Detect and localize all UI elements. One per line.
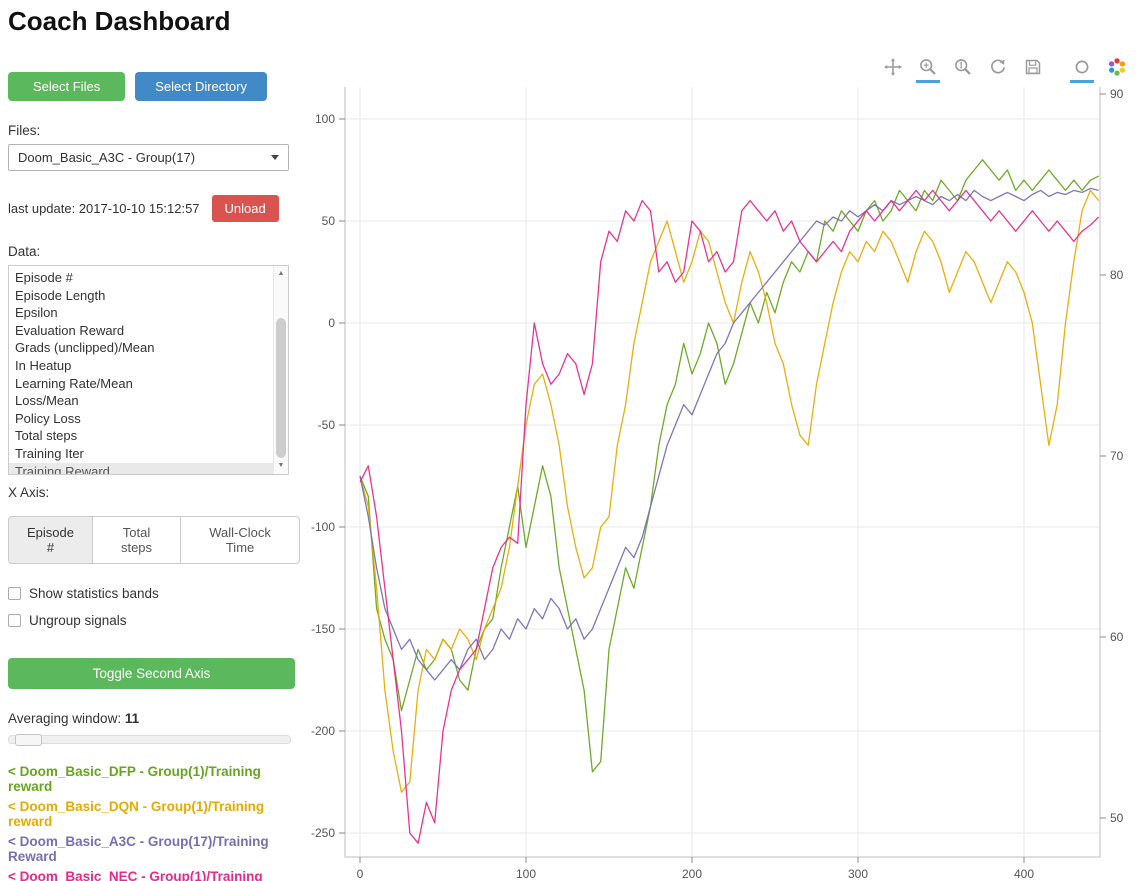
file-buttons-row: Select Files Select Directory [8, 72, 300, 101]
slider-thumb[interactable] [15, 734, 42, 746]
list-item[interactable]: Episode # [15, 270, 73, 285]
x-tick-label: 400 [1014, 867, 1034, 881]
data-label: Data: [8, 244, 41, 259]
averaging-window-value: 11 [124, 711, 140, 726]
files-dropdown[interactable]: Doom_Basic_A3C - Group(17) [8, 144, 289, 171]
x-axis-button-group: Episode # Total steps Wall-Clock Time [8, 516, 301, 564]
toggle-second-axis-button[interactable]: Toggle Second Axis [8, 658, 295, 689]
y2-tick-label: 90 [1110, 87, 1124, 101]
y-tick-label: -100 [311, 520, 335, 534]
ungroup-signals-row: Ungroup signals [8, 613, 300, 628]
legend-item[interactable]: < Doom_Basic_NEC - Group(1)/Training rew… [8, 869, 263, 881]
list-item[interactable]: Training Iter [15, 445, 84, 461]
unload-button[interactable]: Unload [211, 195, 279, 222]
legend-item[interactable]: < Doom_Basic_DQN - Group(1)/Training rew… [8, 799, 265, 829]
select-files-button[interactable]: Select Files [8, 72, 126, 101]
scroll-down-icon[interactable]: ▼ [277, 462, 285, 469]
scrollbar-thumb[interactable] [276, 318, 286, 458]
listbox-scrollbar[interactable]: ▲ ▼ [273, 266, 288, 474]
reset-icon[interactable] [987, 55, 1009, 79]
pan-icon[interactable] [882, 55, 904, 79]
signals-legend: < Doom_Basic_DFP - Group(1)/Training rew… [8, 764, 300, 881]
y-tick-label: -150 [311, 622, 335, 636]
wheel-zoom-icon[interactable] [952, 55, 974, 79]
chart-area: 100 50 0 -50 -100 -150 -200 -250 0 100 200 300 400 90… [300, 39, 1142, 881]
list-item[interactable]: Grads (unclipped)/Mean [15, 340, 155, 356]
y2-tick-label: 70 [1110, 449, 1124, 463]
x-tick-label: 200 [682, 867, 702, 881]
series-line-DFP [359, 159, 1099, 773]
files-label: Files: [8, 123, 41, 138]
legend-item[interactable]: < Doom_Basic_A3C - Group(17)/Training Re… [8, 834, 269, 864]
y-tick-label: -50 [318, 418, 336, 432]
x-axis-option-wall-clock[interactable]: Wall-Clock Time [180, 516, 301, 564]
averaging-window-label: Averaging window: [8, 711, 122, 726]
plot-canvas[interactable]: 100 50 0 -50 -100 -150 -200 -250 0 100 200 300 400 90… [300, 87, 1142, 881]
list-item[interactable]: Episode Length [15, 287, 106, 303]
box-zoom-icon[interactable] [916, 55, 940, 83]
y-tick-label: 100 [315, 112, 335, 126]
last-update-row: last update: 2017-10-10 15:12:57 Unload [8, 195, 300, 222]
x-tick-label: 100 [516, 867, 536, 881]
page-title: Coach Dashboard [8, 6, 231, 36]
list-item[interactable]: In Heatup [15, 357, 72, 373]
select-directory-button[interactable]: Select Directory [135, 72, 267, 101]
ungroup-signals-label: Ungroup signals [29, 613, 127, 628]
list-item[interactable]: Policy Loss [15, 410, 81, 426]
chevron-down-icon [271, 155, 279, 160]
hover-icon[interactable] [1070, 55, 1094, 83]
x-tick-label: 300 [848, 867, 868, 881]
x-tick-label: 0 [357, 867, 364, 881]
last-update-text: last update: 2017-10-10 15:12:57 [8, 201, 200, 216]
ungroup-signals-checkbox[interactable] [8, 614, 21, 627]
show-statistics-bands-checkbox[interactable] [8, 587, 21, 600]
legend-item[interactable]: < Doom_Basic_DFP - Group(1)/Training rew… [8, 764, 261, 794]
x-axis-option-total-steps[interactable]: Total steps [91, 516, 182, 564]
y2-tick-label: 80 [1110, 268, 1124, 282]
series-line-DQN [359, 189, 1100, 793]
list-item[interactable]: Evaluation Reward [15, 322, 125, 338]
list-item[interactable]: Learning Rate/Mean [15, 375, 133, 391]
list-item[interactable]: Training Reward [9, 462, 288, 474]
y-tick-label: -250 [311, 826, 335, 840]
show-statistics-bands-row: Show statistics bands [8, 586, 300, 601]
list-item[interactable]: Total steps [15, 428, 78, 444]
averaging-window-row: Averaging window: 11 [8, 711, 300, 726]
sidebar: Select Files Select Directory Files: Doo… [0, 39, 301, 881]
y2-tick-label: 60 [1110, 630, 1124, 644]
files-dropdown-value: Doom_Basic_A3C - Group(17) [18, 150, 196, 165]
save-icon[interactable] [1022, 55, 1044, 79]
series-line-NEC [359, 189, 1100, 844]
data-list-items: Episode # Episode Length Epsilon Evaluat… [9, 266, 288, 474]
show-statistics-bands-label: Show statistics bands [29, 586, 159, 601]
y2-tick-label: 50 [1110, 811, 1124, 825]
y-tick-label: -200 [311, 724, 335, 738]
averaging-window-slider[interactable] [8, 734, 291, 746]
scroll-up-icon[interactable]: ▲ [277, 270, 285, 277]
list-item[interactable]: Epsilon [15, 305, 58, 321]
data-listbox[interactable]: Episode # Episode Length Epsilon Evaluat… [8, 265, 289, 475]
x-axis-option-episode[interactable]: Episode # [8, 516, 93, 564]
x-axis-label: X Axis: [8, 485, 50, 500]
y-tick-label: 0 [328, 316, 335, 330]
main-content: Select Files Select Directory Files: Doo… [0, 39, 1142, 881]
y-tick-label: 50 [322, 214, 336, 228]
bokeh-logo-icon[interactable] [1106, 55, 1128, 79]
plot-toolbar [882, 55, 1128, 83]
list-item[interactable]: Loss/Mean [15, 393, 79, 409]
series-line-A3C [359, 187, 1099, 681]
